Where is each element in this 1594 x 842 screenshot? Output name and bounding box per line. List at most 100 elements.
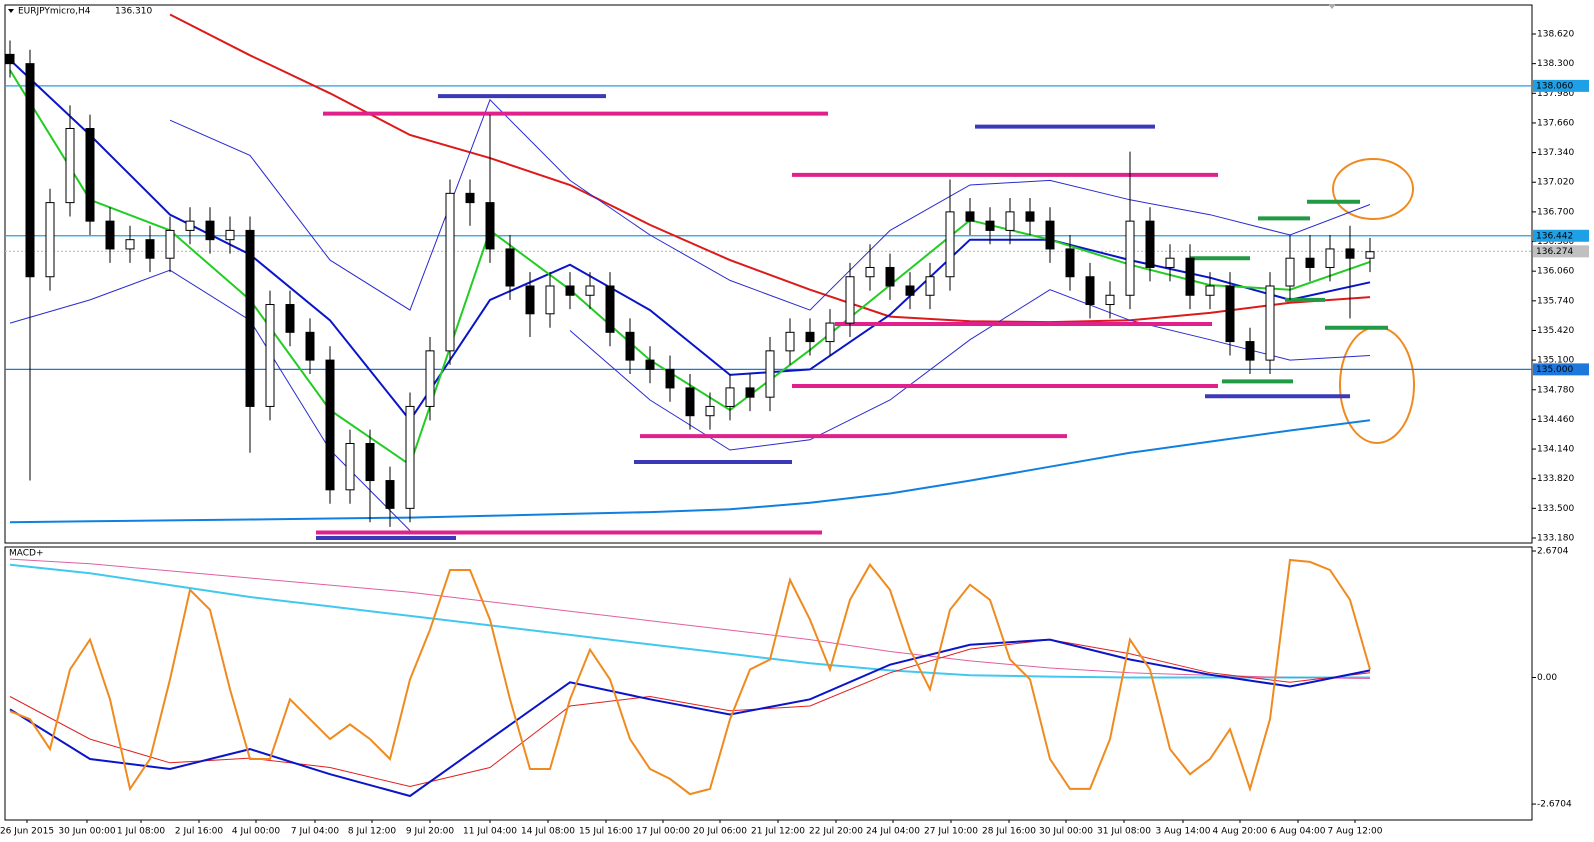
candle-body: [1185, 257, 1195, 296]
y-tick-label: 137.980: [1537, 89, 1574, 99]
candle-body: [85, 127, 95, 222]
candle-body: [885, 266, 895, 287]
level-label: 136.274: [1536, 247, 1573, 257]
candle-body: [645, 359, 655, 370]
candle-body: [265, 304, 275, 407]
y-tick-label: 137.340: [1537, 148, 1574, 158]
candle-body: [1105, 294, 1115, 306]
x-tick-label: 31 Jul 08:00: [1097, 827, 1151, 837]
candle-body: [1125, 220, 1135, 296]
x-tick-label: 30 Jul 00:00: [1039, 827, 1093, 837]
y-tick-label: 0.00: [1537, 673, 1557, 683]
candle-body: [1225, 285, 1235, 343]
candle-body: [1345, 248, 1355, 259]
candle-body: [45, 202, 55, 278]
candle-body: [1065, 248, 1075, 278]
candle-body: [965, 211, 975, 222]
candle-body: [245, 229, 255, 407]
x-tick-label: 2 Jul 16:00: [175, 827, 224, 837]
candle-body: [785, 331, 795, 352]
x-tick-label: 4 Aug 20:00: [1213, 827, 1268, 837]
candle-body: [725, 387, 735, 407]
candle-body: [1005, 211, 1015, 231]
candle-body: [385, 480, 395, 509]
candle-body: [1205, 285, 1215, 296]
candle-body: [765, 350, 775, 398]
candle-body: [465, 192, 475, 204]
candle-body: [1265, 285, 1275, 361]
candle-body: [845, 276, 855, 324]
y-tick-label: 134.780: [1537, 385, 1574, 395]
candle-body: [205, 220, 215, 241]
level-label: 136.442: [1536, 231, 1573, 241]
y-tick-label: 133.500: [1537, 504, 1574, 514]
y-tick-label: 133.820: [1537, 474, 1574, 484]
series-line: [9, 558, 1371, 679]
candle-body: [745, 387, 755, 398]
candle-body: [25, 63, 35, 278]
y-tick-label: 136.060: [1537, 267, 1574, 277]
overlay-line: [169, 98, 1371, 311]
level-label-bg: [1533, 245, 1589, 258]
candle-body: [1365, 251, 1375, 259]
series-line: [9, 563, 1370, 679]
candle-body: [105, 220, 115, 250]
overlay-line: [9, 419, 1371, 524]
x-tick-label: 30 Jun 00:00: [58, 827, 115, 837]
level-label: 135.000: [1536, 365, 1573, 375]
candle-body: [1145, 220, 1155, 268]
level-label-bg: [1533, 229, 1589, 242]
y-tick-label: 136.700: [1537, 207, 1574, 217]
candle-body: [285, 304, 295, 333]
candle-body: [565, 285, 575, 296]
candle-body: [1025, 211, 1035, 222]
candle-body: [685, 387, 695, 417]
candle-body: [485, 202, 495, 250]
overlay-line: [9, 59, 1371, 422]
candle-body: [605, 285, 615, 333]
y-tick-label: 134.460: [1537, 415, 1574, 425]
candle-body: [345, 442, 355, 491]
candle-body: [865, 266, 875, 278]
x-tick-label: 3 Aug 14:00: [1156, 827, 1211, 837]
candle-body: [945, 211, 955, 278]
candle-body: [985, 220, 995, 231]
x-tick-label: 21 Jul 12:00: [751, 827, 805, 837]
y-tick-label: 134.140: [1537, 445, 1574, 455]
candle-body: [325, 359, 335, 491]
indicator-title: MACD+: [9, 549, 44, 559]
candle-body: [5, 53, 15, 65]
candle-body: [925, 276, 935, 296]
y-tick-label: 135.100: [1537, 356, 1574, 366]
candle-body: [905, 285, 915, 296]
x-tick-label: 7 Jul 04:00: [291, 827, 340, 837]
y-tick-label: 137.020: [1537, 178, 1574, 188]
x-tick-label: 26 Jun 2015: [0, 827, 54, 837]
candle-body: [665, 368, 675, 389]
y-tick-label: 137.660: [1537, 118, 1574, 128]
y-tick-label: 2.6704: [1537, 546, 1569, 556]
candle-body: [405, 405, 415, 509]
x-tick-label: 28 Jul 16:00: [982, 827, 1036, 837]
x-tick-label: 15 Jul 16:00: [579, 827, 633, 837]
candle-body: [525, 285, 535, 315]
level-label-bg: [1533, 79, 1589, 92]
menu-arrow[interactable]: [8, 9, 14, 13]
y-tick-label: 135.420: [1537, 326, 1574, 336]
x-tick-label: 20 Jul 06:00: [693, 827, 747, 837]
y-tick-label: -2.6704: [1537, 800, 1572, 810]
candle-body: [185, 220, 195, 231]
candle-body: [1285, 257, 1295, 287]
y-tick-label: 135.740: [1537, 296, 1574, 306]
series-line: [9, 558, 1371, 796]
price-panel: [4, 4, 1533, 544]
candle-body: [365, 442, 375, 482]
y-tick-label: 138.620: [1537, 29, 1574, 39]
annotation-circle: [1332, 158, 1414, 220]
x-tick-label: 14 Jul 08:00: [521, 827, 575, 837]
x-tick-label: 6 Aug 04:00: [1271, 827, 1326, 837]
candle-body: [1085, 276, 1095, 306]
x-tick-label: 27 Jul 10:00: [924, 827, 978, 837]
level-label-bg: [1533, 363, 1589, 376]
